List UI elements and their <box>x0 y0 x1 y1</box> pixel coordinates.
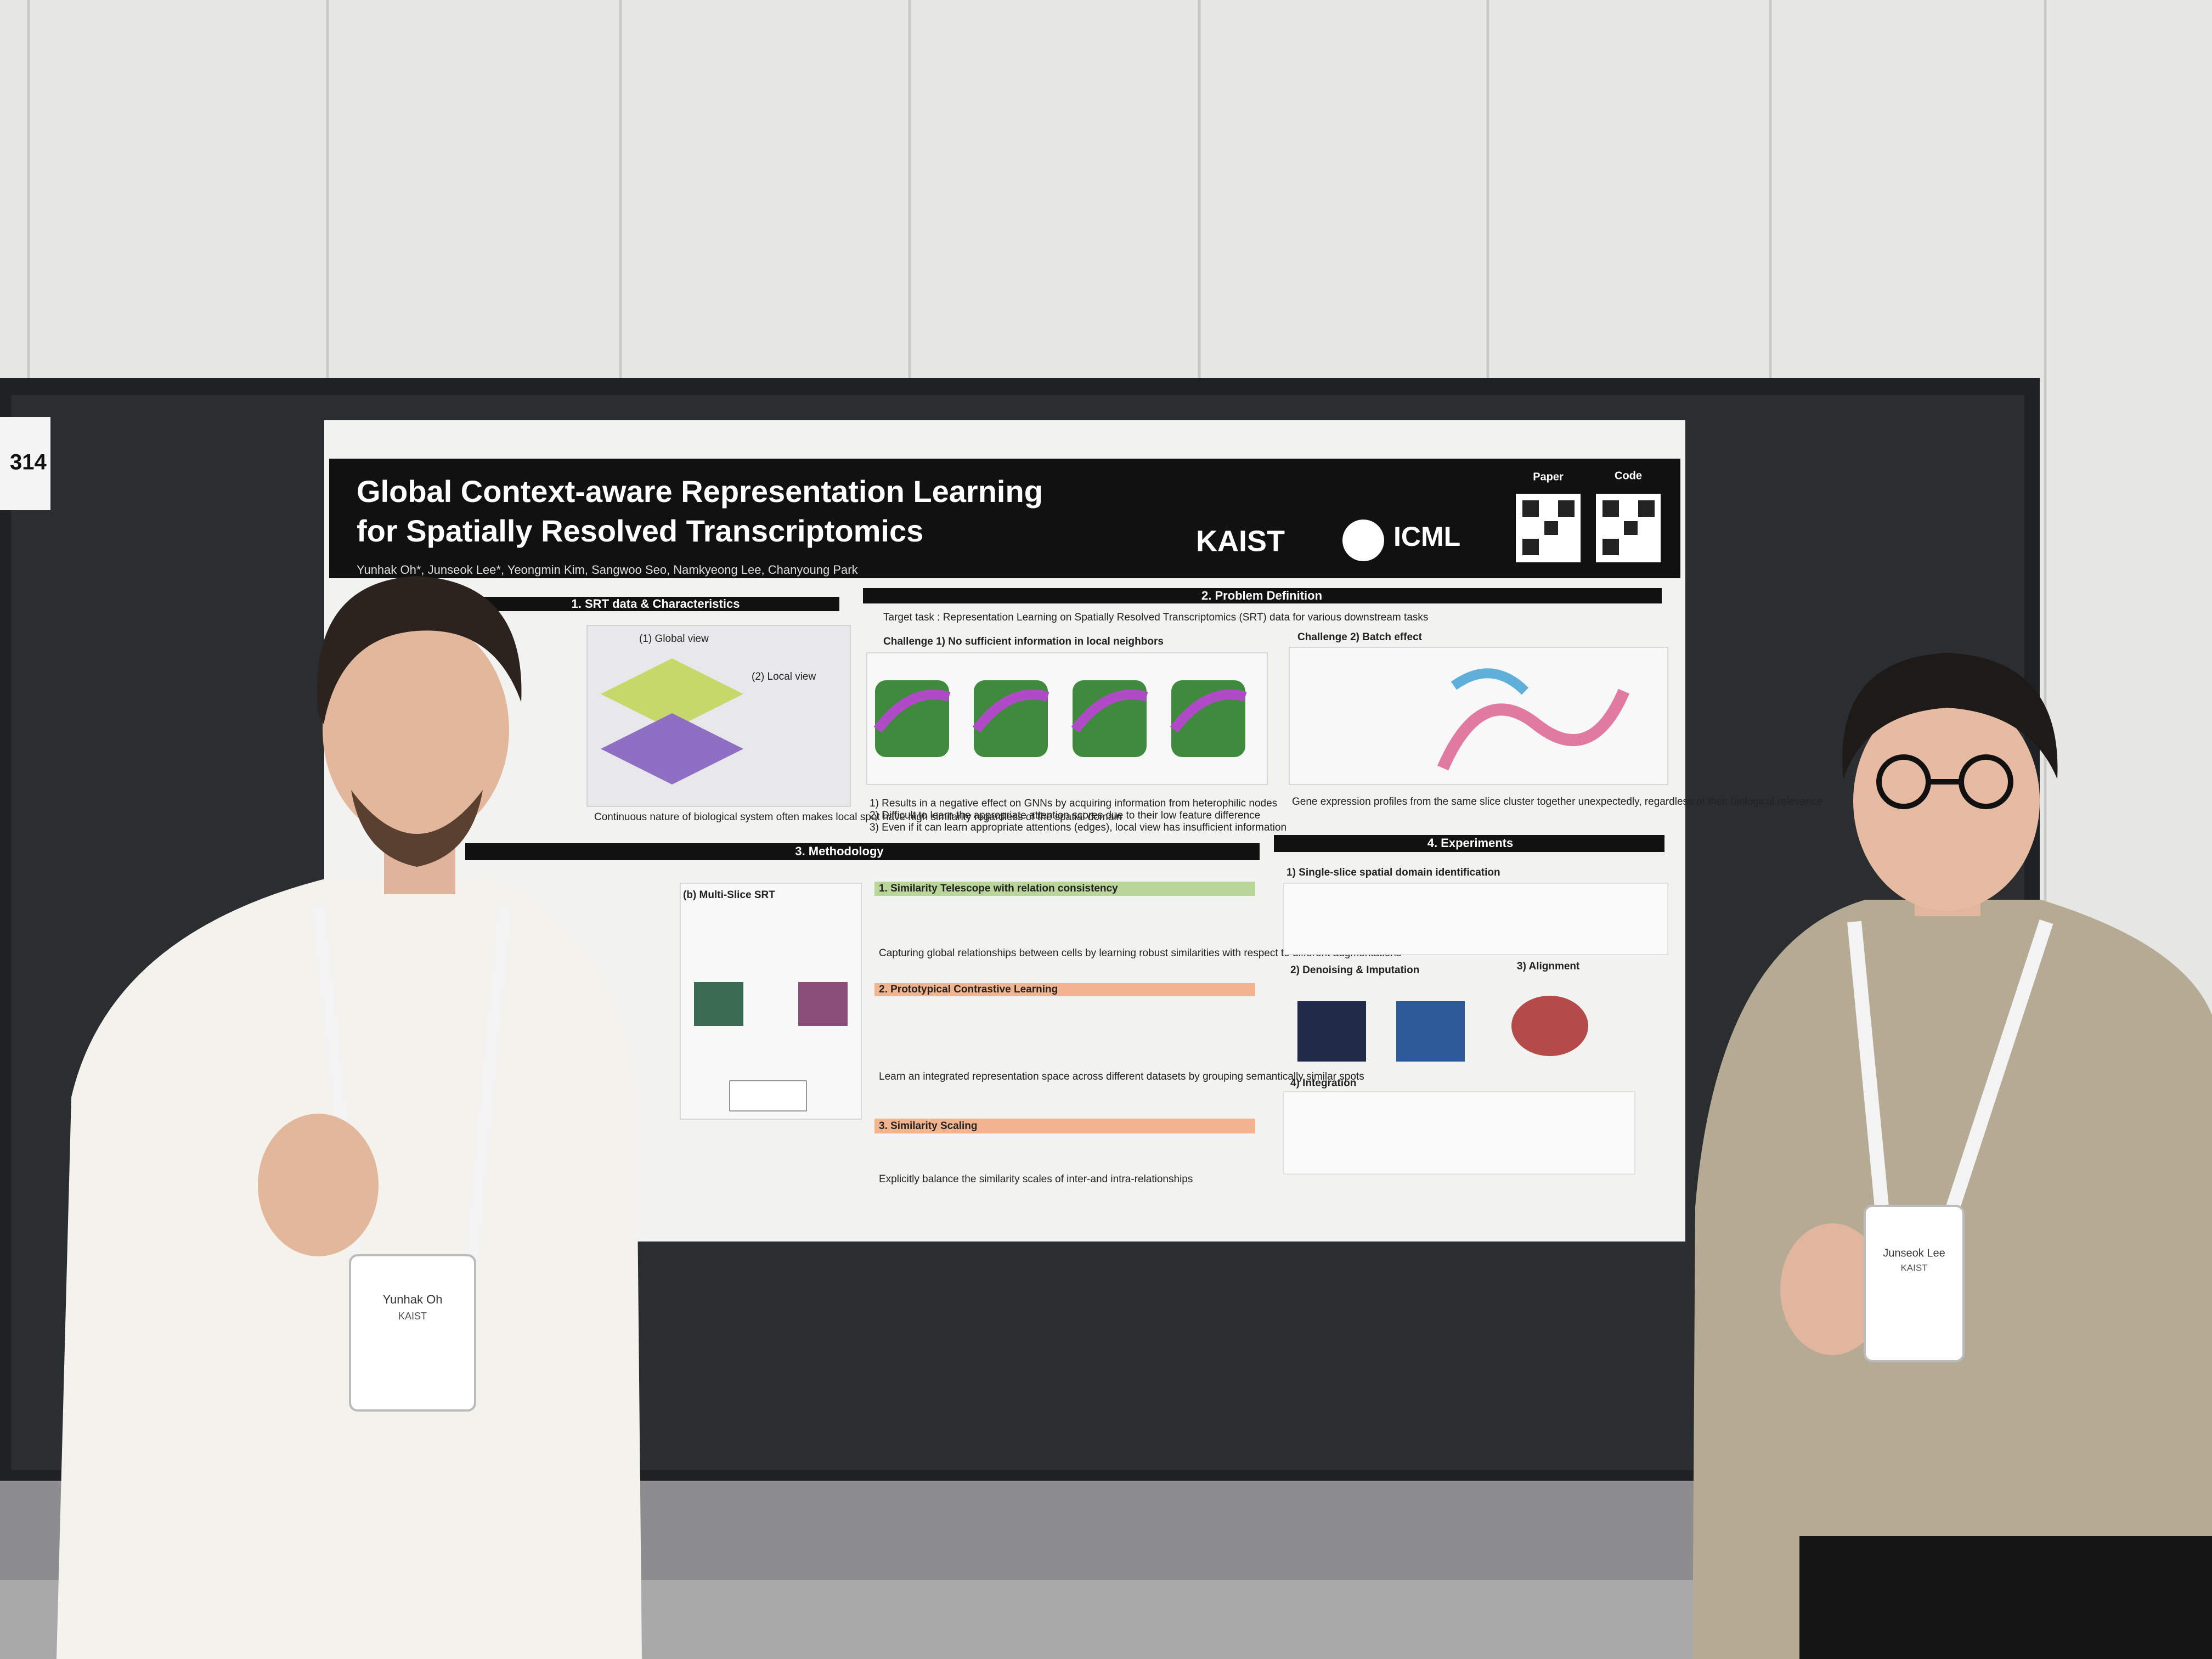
target-task: Target task : Representation Learning on… <box>883 612 1428 623</box>
step-title: 2. Prototypical Contrastive Learning <box>879 984 1058 995</box>
bullet: 3) Even if it can learn appropriate atte… <box>870 822 1286 833</box>
challenge: Challenge 1) No sufficient information i… <box>883 636 1164 647</box>
person-right <box>1692 653 2212 1659</box>
figure-label: (1) Global view <box>639 633 709 645</box>
bullet: 1) Results in a negative effect on GNNs … <box>870 798 1277 809</box>
step-title: 3. Similarity Scaling <box>879 1120 978 1132</box>
results-table <box>1283 1091 1635 1175</box>
step-note: Explicitly balance the similarity scales… <box>879 1173 1193 1185</box>
qr-label: Code <box>1615 470 1642 482</box>
badge-name: Yunhak Oh <box>383 1293 443 1306</box>
poster-title: for Spatially Resolved Transcriptomics <box>357 514 923 548</box>
poster-title: Global Context-aware Representation Lear… <box>357 474 1043 509</box>
section-title: 1. SRT data & Characteristics <box>572 597 740 611</box>
poster-authors: Yunhak Oh*, Junseok Lee*, Yeongmin Kim, … <box>357 563 859 577</box>
poster-header <box>329 459 1680 578</box>
figure-label: (2) Local view <box>752 671 816 682</box>
module-box <box>729 1080 807 1111</box>
section-header <box>863 588 1662 603</box>
batch-plot <box>1451 668 1529 695</box>
qr-label: Paper <box>1533 471 1564 483</box>
batch-plot <box>1437 689 1630 771</box>
logo: ICML <box>1393 521 1460 552</box>
results-table <box>1283 883 1668 955</box>
matrix-icon <box>798 982 848 1026</box>
badge-name: Junseok Lee <box>1883 1247 1945 1259</box>
caption: Continuous nature of biological system o… <box>594 811 1122 823</box>
tissue-plot <box>601 713 743 785</box>
badge-org: KAIST <box>398 1311 427 1322</box>
section-header <box>465 843 1260 860</box>
logo-icon <box>1342 520 1384 561</box>
imputation-plot <box>1297 1001 1366 1062</box>
caption: Gene expression profiles from the same s… <box>1292 796 1822 808</box>
imputation-plot <box>1396 1001 1465 1062</box>
step-note: Capturing global relationships between c… <box>879 947 1401 959</box>
experiment-title: 3) Alignment <box>1517 961 1580 972</box>
bullet: 2) Difficult to learn the appropriate at… <box>870 810 1260 821</box>
figure-label: (b) Multi-Slice SRT <box>683 889 775 901</box>
person-left <box>57 576 642 1659</box>
challenge: Challenge 2) Batch effect <box>1297 631 1423 643</box>
figure-panel <box>586 625 851 807</box>
tissue-plot <box>601 658 743 730</box>
step-title: 1. Similarity Telescope with relation co… <box>879 883 1118 894</box>
section-title: 4. Experiments <box>1427 836 1514 850</box>
step-header <box>874 1119 1255 1133</box>
step-note: Learn an integrated representation space… <box>879 1071 1364 1082</box>
section-title: 3. Methodology <box>795 844 884 858</box>
experiment-title: 2) Denoising & Imputation <box>1290 964 1419 976</box>
section-header <box>1274 835 1664 852</box>
qr-pattern <box>1522 500 1655 555</box>
logo: KAIST <box>1196 524 1285 557</box>
alignment-plot <box>1511 996 1588 1056</box>
board-number-card <box>0 417 50 510</box>
tissue-slices <box>873 680 1247 757</box>
step-header <box>874 983 1255 996</box>
step-header <box>874 882 1255 896</box>
matrix-icon <box>694 982 743 1026</box>
badge-org: KAIST <box>1900 1262 1927 1273</box>
experiment-title: 1) Single-slice spatial domain identific… <box>1286 867 1500 878</box>
experiment-title: 4) Integration <box>1290 1077 1356 1089</box>
board-number: 314 <box>10 450 47 475</box>
section-title: 2. Problem Definition <box>1201 589 1322 602</box>
section-header <box>472 597 839 611</box>
